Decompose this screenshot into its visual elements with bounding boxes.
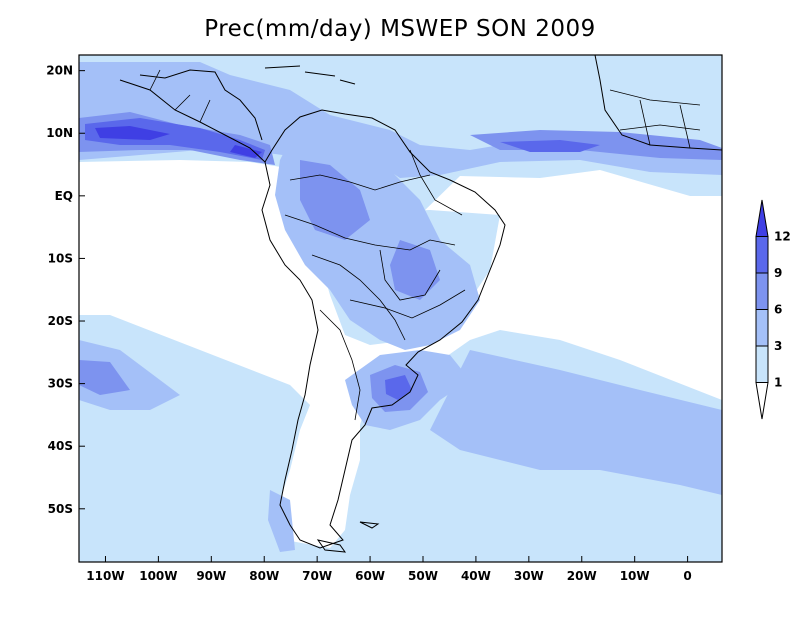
lat-tick-label: 10N [46, 126, 73, 140]
lon-tick-label: 0 [683, 569, 691, 583]
colorbar-label: 12 [774, 230, 791, 244]
colorbar-label: 6 [774, 303, 782, 317]
colorbar-swatch [755, 236, 769, 274]
south-america-coastline [261, 109, 506, 549]
map-title: Prec(mm/day) MSWEP SON 2009 [204, 16, 596, 42]
lon-tick-label: 110W [86, 569, 124, 583]
lon-tick-label: 50W [408, 569, 438, 583]
precip-level-over-12 [95, 126, 262, 158]
lat-tick-label: 10S [48, 251, 73, 265]
colorbar-swatch [755, 272, 769, 310]
tierra-del-fuego [316, 521, 380, 553]
lat-tick-label: 30S [48, 377, 73, 391]
lon-tick-label: 40W [461, 569, 491, 583]
lon-tick-label: 80W [249, 569, 279, 583]
lon-tick-label: 10W [620, 569, 650, 583]
lon-tick-label: 90W [196, 569, 226, 583]
lat-tick-label: EQ [55, 189, 73, 203]
lat-tick-label: 40S [48, 439, 73, 453]
lat-tick-label: 20S [48, 314, 73, 328]
lon-tick-label: 20W [567, 569, 597, 583]
colorbar-label: 9 [774, 266, 782, 280]
lon-tick-label: 70W [302, 569, 332, 583]
axis-ticks: 20N 10N EQ 10S 20S 30S 40S 50S 110W 100W 90W 80W 70W… [46, 64, 692, 583]
country-borders [149, 69, 701, 421]
lon-tick-label: 100W [139, 569, 177, 583]
precipitation-field [79, 55, 722, 562]
colorbar-swatch [755, 345, 769, 383]
colorbar-swatch [755, 309, 769, 347]
caribbean-islands [264, 65, 356, 85]
lat-tick-label: 20N [46, 64, 73, 78]
lat-tick-label: 50S [48, 502, 73, 516]
colorbar-swatch [755, 382, 769, 420]
lon-tick-label: 30W [514, 569, 544, 583]
colorbar-label: 3 [774, 339, 782, 353]
lon-tick-label: 60W [355, 569, 385, 583]
plot-frame [78, 54, 723, 563]
colorbar: 12 9 6 3 1 [755, 199, 791, 420]
colorbar-swatch [755, 199, 769, 237]
colorbar-label: 1 [774, 376, 782, 390]
